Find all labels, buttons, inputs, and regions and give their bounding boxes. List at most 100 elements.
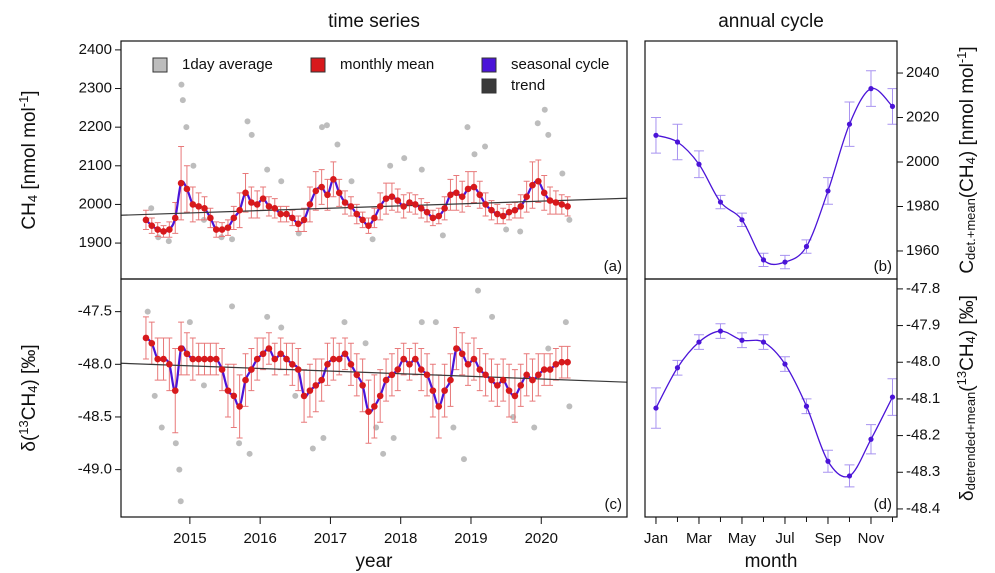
monthly-mean-point	[171, 214, 179, 222]
monthly-mean-point	[552, 199, 560, 206]
monthly-mean-point	[482, 371, 489, 379]
monthly-mean-point	[470, 183, 478, 191]
daily-point	[218, 234, 225, 241]
monthly-mean-point	[324, 361, 331, 368]
daily-point	[186, 319, 193, 326]
monthly-mean-point	[535, 371, 542, 379]
x-tick-label: May	[728, 530, 757, 547]
y-tick-label: -48.4	[906, 500, 940, 517]
monthly-mean-point	[312, 382, 320, 389]
daily-point	[318, 124, 325, 131]
daily-point	[264, 313, 271, 320]
monthly-mean-point	[400, 203, 407, 210]
daily-point	[362, 340, 369, 347]
legend-swatch	[152, 57, 168, 73]
monthly-mean-point	[423, 371, 431, 379]
monthly-mean-point	[488, 206, 495, 214]
legend-label: 1day average	[182, 56, 273, 73]
seasonal-cycle-line	[655, 87, 893, 266]
daily-point	[165, 238, 172, 245]
y-tick-label: -48.0	[906, 353, 940, 370]
daily-point	[439, 232, 446, 239]
y-tick-label: 2300	[79, 79, 112, 96]
monthly-mean-point	[564, 358, 571, 366]
daily-point	[278, 324, 285, 331]
monthly-mean-point	[341, 199, 349, 206]
seasonal-point	[868, 436, 874, 442]
y-axis-label-part: 4	[963, 157, 978, 164]
monthly-mean-point	[558, 201, 566, 208]
daily-point	[471, 151, 478, 158]
monthly-mean-point	[277, 210, 284, 218]
seasonal-point	[653, 405, 659, 411]
x-tick-label: 2019	[454, 530, 487, 547]
y-axis-label-part: CH	[19, 393, 40, 420]
trend-line	[121, 197, 627, 216]
monthly-mean-point	[412, 201, 419, 208]
y-axis-label-part: -1	[954, 52, 969, 64]
seasonal-point	[717, 328, 724, 334]
monthly-mean-point	[253, 201, 261, 208]
seasonal-point	[846, 473, 853, 479]
monthly-mean-point	[259, 195, 267, 202]
y-axis-label-part: ) [nmol mol	[957, 63, 978, 157]
y-axis-label-part: 4	[25, 195, 40, 202]
monthly-mean-point	[447, 376, 454, 384]
y-tick-label: 2040	[906, 64, 939, 81]
y-axis-label-part: 13	[16, 420, 31, 434]
monthly-mean-point	[212, 355, 220, 363]
monthly-mean-point	[224, 224, 232, 231]
plot-area	[650, 323, 897, 488]
monthly-mean-point	[300, 216, 308, 224]
monthly-mean-point	[347, 361, 355, 368]
monthly-mean-point	[283, 210, 290, 218]
panel-label: (c)	[605, 496, 623, 513]
monthly-mean-point	[540, 189, 548, 197]
monthly-mean-point	[283, 355, 290, 363]
monthly-mean-point	[376, 392, 384, 400]
monthly-mean-point	[312, 187, 320, 195]
monthly-mean-point	[212, 226, 220, 233]
monthly-mean-point	[435, 212, 443, 220]
y-axis-label-part: det.+mean	[963, 198, 978, 260]
panel-frame	[120, 40, 628, 280]
seasonal-point	[739, 337, 745, 343]
panel-frame	[644, 278, 898, 518]
monthly-mean-point	[523, 193, 530, 201]
x-axis-label: year	[356, 551, 394, 572]
monthly-mean-point	[294, 220, 302, 228]
monthly-mean-point	[318, 183, 325, 191]
monthly-mean-point	[376, 203, 384, 210]
y-axis-label-part: -1	[16, 96, 31, 108]
y-tick-label: 2200	[79, 118, 112, 135]
monthly-mean-point	[160, 355, 167, 363]
monthly-mean-point	[289, 361, 296, 368]
seasonal-cycle-line	[655, 330, 894, 478]
legend-swatch	[310, 57, 326, 73]
x-tick-label: Mar	[686, 530, 712, 547]
seasonal-point	[782, 361, 788, 367]
y-tick-label: -47.9	[906, 317, 940, 334]
daily-point	[534, 120, 541, 127]
monthly-mean-point	[300, 392, 308, 400]
seasonal-point	[717, 199, 724, 205]
monthly-mean-point	[482, 201, 489, 208]
monthly-mean-point	[535, 177, 542, 185]
daily-point	[531, 424, 538, 431]
seasonal-point	[825, 188, 831, 194]
monthly-mean-point	[558, 358, 566, 366]
monthly-mean-point	[365, 222, 372, 229]
monthly-mean-point	[294, 366, 302, 373]
y-axis-label-part: ]	[957, 46, 978, 51]
daily-point	[229, 236, 236, 243]
daily-point	[401, 155, 408, 162]
plot-area	[121, 81, 627, 245]
daily-point	[200, 382, 207, 389]
monthly-mean-point	[371, 214, 378, 222]
monthly-mean-point	[218, 226, 226, 233]
panel-label: (d)	[874, 496, 892, 513]
panel-frame	[644, 40, 898, 280]
monthly-mean-point	[230, 214, 238, 222]
daily-point	[278, 178, 285, 185]
